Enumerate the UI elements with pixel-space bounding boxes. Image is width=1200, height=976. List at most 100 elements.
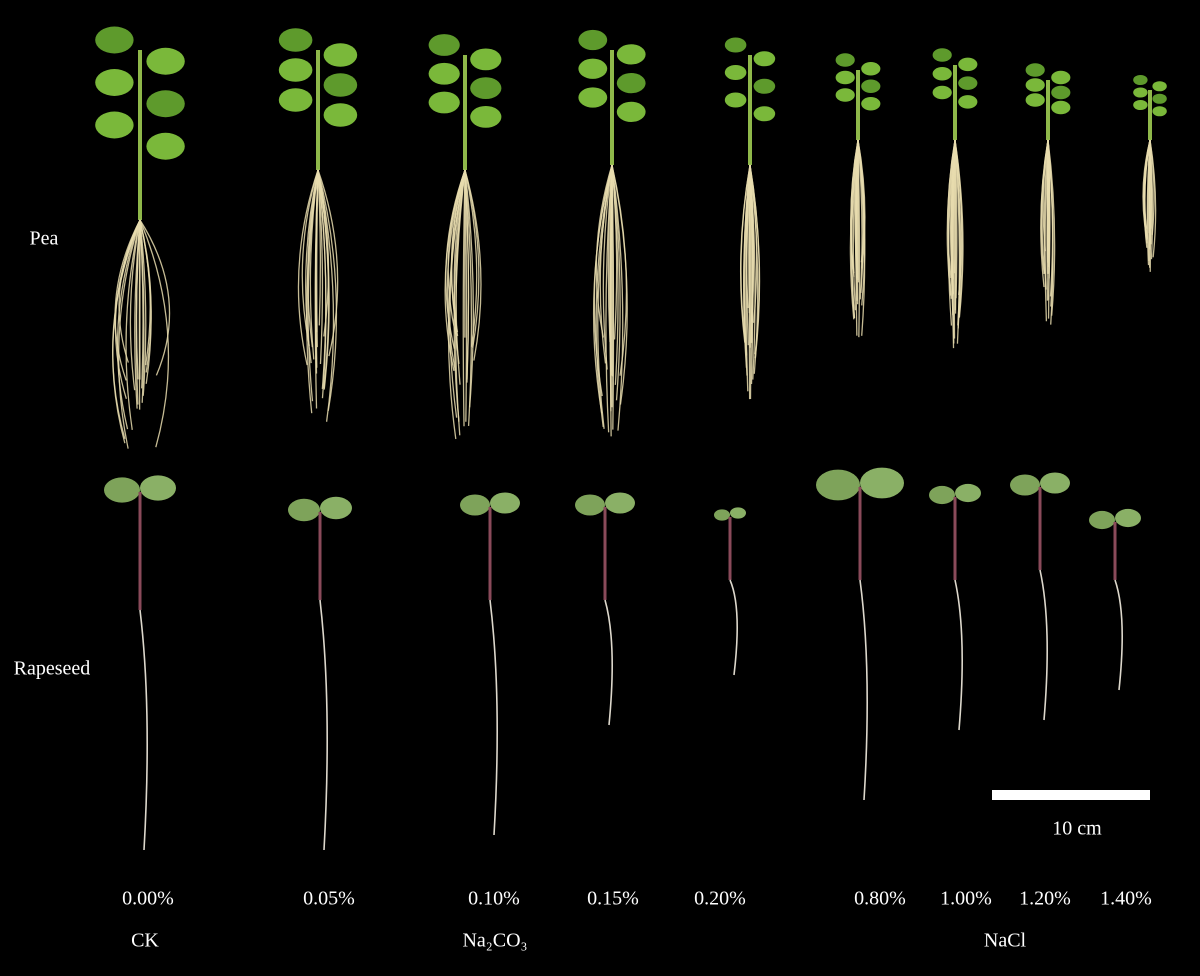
leaf	[816, 469, 860, 501]
leaf	[932, 67, 952, 81]
root	[749, 164, 758, 323]
leaf	[146, 47, 185, 75]
root	[319, 599, 328, 851]
root	[954, 579, 963, 731]
leaf	[578, 29, 608, 51]
root	[597, 164, 613, 429]
root	[297, 169, 319, 366]
leaf	[95, 26, 134, 54]
root	[317, 169, 330, 389]
leaf	[1152, 81, 1167, 92]
root	[453, 169, 466, 365]
root	[139, 609, 148, 851]
root	[949, 139, 956, 287]
leaf	[323, 73, 358, 97]
leaf	[1040, 472, 1070, 494]
root	[125, 219, 141, 430]
concentration-label: 0.80%	[854, 888, 906, 910]
leaf	[1025, 93, 1045, 107]
leaf	[835, 88, 855, 102]
leaf	[578, 58, 608, 79]
leaf	[1152, 106, 1167, 117]
leaf	[428, 62, 460, 85]
root	[946, 139, 956, 296]
leaf	[958, 76, 978, 90]
leaf	[616, 73, 646, 94]
leaf	[146, 90, 185, 118]
leaf	[278, 58, 313, 82]
leaf	[932, 48, 952, 62]
root	[851, 139, 859, 318]
plants	[95, 26, 1167, 851]
leaf	[1051, 70, 1071, 85]
leaf	[724, 37, 747, 53]
leaf	[104, 477, 140, 503]
scale-bar	[992, 790, 1150, 800]
leaf	[955, 483, 981, 503]
root	[112, 219, 141, 444]
root	[729, 579, 738, 676]
leaf	[460, 494, 490, 516]
root	[464, 169, 470, 383]
leaf	[1051, 100, 1071, 115]
leaf	[95, 69, 134, 96]
leaf	[835, 70, 855, 85]
leaf	[753, 78, 776, 94]
leaf	[1025, 63, 1045, 77]
leaf	[578, 87, 608, 108]
leaf	[278, 88, 313, 112]
leaf	[724, 92, 747, 108]
root	[118, 219, 141, 449]
root	[857, 139, 861, 338]
leaf	[1089, 510, 1115, 530]
root	[1039, 569, 1048, 721]
leaf	[323, 103, 358, 127]
leaf	[1025, 78, 1045, 92]
root	[951, 139, 956, 349]
root	[1047, 139, 1054, 307]
root	[602, 164, 613, 370]
concentration-label: 0.05%	[303, 888, 355, 910]
leaf	[835, 53, 855, 67]
leaf	[932, 85, 952, 100]
leaf	[428, 91, 460, 114]
root	[1047, 139, 1051, 279]
row-label: Pea	[30, 228, 59, 250]
leaf	[730, 507, 746, 519]
root	[489, 599, 498, 836]
root	[850, 139, 859, 277]
root	[954, 139, 963, 295]
root	[857, 139, 864, 294]
root	[593, 164, 613, 397]
leaf	[1115, 508, 1141, 528]
root	[611, 164, 624, 431]
root	[309, 169, 319, 360]
root	[450, 169, 466, 333]
leaf	[616, 101, 646, 122]
concentration-label: 0.20%	[694, 888, 746, 910]
group-label: CK	[131, 930, 159, 952]
leaf	[146, 132, 185, 160]
leaf	[1133, 99, 1148, 111]
leaf	[278, 28, 313, 52]
leaf	[958, 95, 978, 109]
root	[135, 219, 141, 380]
leaf	[1133, 87, 1148, 98]
leaf	[861, 62, 881, 76]
root	[1044, 139, 1049, 322]
leaf	[929, 485, 955, 505]
root	[611, 164, 619, 385]
root	[1149, 139, 1155, 235]
concentration-label: 1.00%	[940, 888, 992, 910]
concentration-label: 1.20%	[1019, 888, 1071, 910]
root	[740, 164, 751, 343]
group-label: NaCl	[984, 930, 1027, 952]
leaf	[320, 496, 352, 520]
root	[139, 219, 144, 389]
leaf	[753, 106, 776, 122]
root	[1148, 139, 1151, 234]
leaf	[714, 509, 730, 521]
root	[305, 169, 319, 364]
